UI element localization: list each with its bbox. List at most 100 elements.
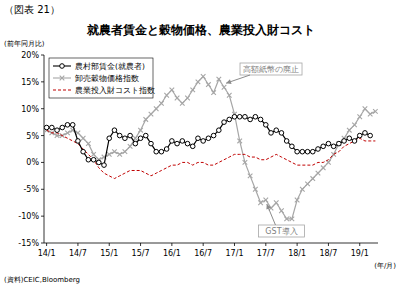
marker <box>363 106 368 111</box>
y-tick-label: 20% <box>21 51 39 60</box>
marker <box>112 128 117 133</box>
marker <box>357 133 362 138</box>
y-tick <box>41 135 44 136</box>
x-tick-label: 15/7 <box>132 249 150 258</box>
marker <box>305 182 310 187</box>
marker <box>185 96 190 101</box>
x-tick-label: 15/1 <box>100 249 118 258</box>
marker <box>86 141 91 146</box>
marker <box>227 93 232 98</box>
annotation-arrow <box>226 75 250 83</box>
x-tick <box>359 243 360 246</box>
y-tick-label: 5% <box>26 132 39 141</box>
marker <box>91 157 96 162</box>
marker <box>211 133 216 138</box>
title: 就農者賃金と穀物価格、農業投入財コスト <box>86 23 315 37</box>
x-axis <box>44 243 378 244</box>
x-tick <box>171 243 172 246</box>
annotation-arrow-head <box>226 79 232 84</box>
marker <box>253 187 258 192</box>
x-tick-label: 18/7 <box>319 249 337 258</box>
x-tick <box>297 243 298 246</box>
marker <box>269 131 274 136</box>
marker <box>300 149 305 154</box>
marker <box>164 93 169 98</box>
legend-label: 農業投入財コスト指数 <box>75 86 155 95</box>
x-tick <box>265 243 266 246</box>
marker <box>175 96 180 101</box>
annotation: GST導入 <box>265 227 297 236</box>
marker <box>305 149 310 154</box>
y-tick <box>41 162 44 163</box>
marker <box>274 128 279 133</box>
marker <box>295 198 300 203</box>
marker <box>222 85 227 90</box>
marker <box>60 76 65 81</box>
marker <box>44 125 49 130</box>
marker <box>196 80 201 85</box>
marker <box>86 157 91 162</box>
x-tick-label: 17/7 <box>257 249 275 258</box>
y-tick-label: 15% <box>21 78 39 87</box>
series-line <box>47 130 376 178</box>
figure-number: （図表 21） <box>4 4 60 15</box>
marker <box>76 139 81 144</box>
marker <box>123 149 128 154</box>
marker <box>201 74 206 79</box>
marker <box>352 123 357 128</box>
marker <box>284 139 289 144</box>
marker <box>175 141 180 146</box>
y-axis <box>44 55 45 243</box>
marker <box>128 144 133 149</box>
marker <box>149 112 154 117</box>
marker <box>217 128 222 133</box>
marker <box>279 131 284 136</box>
x-tick-label: 14/7 <box>69 249 87 258</box>
x-tick <box>46 243 47 246</box>
y-tick-label: 0% <box>26 158 39 167</box>
y-tick-label: 10% <box>21 105 39 114</box>
marker <box>321 144 326 149</box>
marker <box>154 106 159 111</box>
marker <box>96 160 101 165</box>
marker <box>274 200 279 205</box>
marker <box>107 152 112 157</box>
marker <box>337 141 342 146</box>
marker <box>117 152 122 157</box>
marker <box>243 160 248 165</box>
marker <box>170 139 175 144</box>
marker <box>258 117 263 122</box>
chart: （図表 21）就農者賃金と穀物価格、農業投入財コスト(前年同月比)(年/月)(資… <box>0 0 402 287</box>
marker <box>112 149 117 154</box>
y-tick-label: -5% <box>23 185 39 194</box>
annotation-arrow-head <box>266 204 271 210</box>
marker <box>316 147 321 152</box>
marker <box>91 152 96 157</box>
marker <box>222 120 227 125</box>
annotation-box <box>240 63 302 75</box>
marker <box>357 114 362 119</box>
marker <box>243 114 248 119</box>
x-label: (年/月) <box>374 262 396 270</box>
marker <box>310 149 315 154</box>
x-tick <box>203 243 204 246</box>
marker <box>55 133 60 138</box>
marker <box>300 187 305 192</box>
marker <box>248 117 253 122</box>
marker <box>55 128 60 133</box>
marker <box>159 149 164 154</box>
marker <box>102 163 107 168</box>
marker <box>164 147 169 152</box>
marker <box>65 123 70 128</box>
marker <box>190 88 195 93</box>
marker <box>154 149 159 154</box>
annotation: 高額紙幣の廃止 <box>243 65 299 74</box>
marker <box>284 217 289 222</box>
marker <box>263 123 268 128</box>
marker <box>81 136 86 141</box>
y-label: (前年同月比) <box>4 40 45 48</box>
x-tick-label: 19/1 <box>351 249 369 258</box>
marker <box>326 141 331 146</box>
marker <box>363 131 368 136</box>
y-tick <box>41 55 44 56</box>
